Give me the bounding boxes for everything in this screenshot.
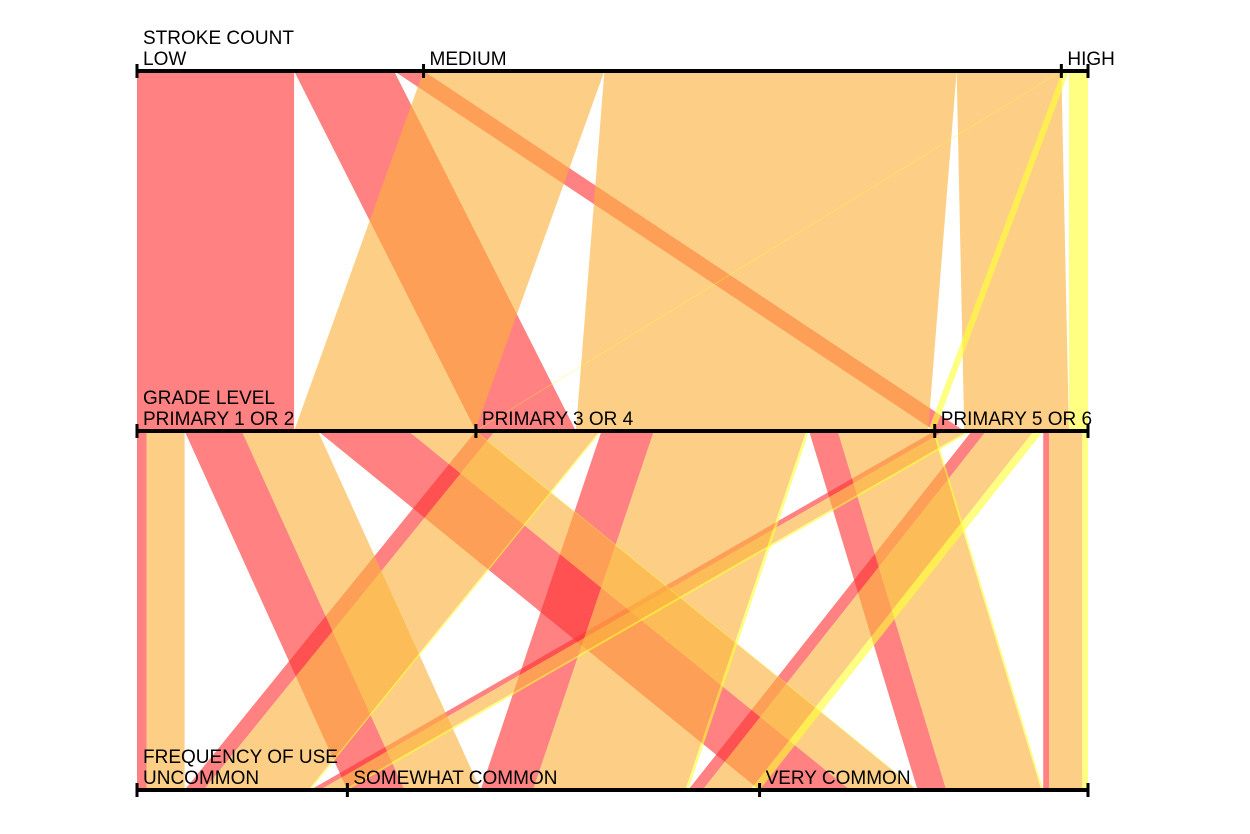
ribbon-high-primary-3-or-4-to-somewhat-common (685, 431, 810, 790)
category-label-low: LOW (143, 49, 186, 70)
ribbon-medium-primary-5-or-6-to-somewhat-common (702, 431, 1034, 790)
ribbon-high-high-to-primary-1-or-2 (474, 71, 1063, 431)
category-label-primary-3-or-4: PRIMARY 3 OR 4 (482, 409, 634, 430)
ribbon-low-low-to-primary-1-or-2 (137, 71, 295, 431)
ribbon-low-primary-5-or-6-to-very-common (1043, 431, 1049, 790)
ribbon-high-primary-1-or-2-to-very-common (474, 431, 918, 790)
category-label-primary-5-or-6: PRIMARY 5 OR 6 (941, 409, 1092, 430)
ribbon-high-primary-5-or-6-to-uncommon (343, 431, 972, 790)
ribbon-medium-primary-3-or-4-to-uncommon (203, 431, 600, 790)
ribbon-low-primary-3-or-4-to-somewhat-common (480, 431, 654, 790)
category-label-high: HIGH (1067, 49, 1115, 70)
ribbon-medium-medium-to-primary-3-or-4 (575, 71, 957, 431)
ribbon-high-primary-3-or-4-to-uncommon (308, 431, 602, 790)
ribbon-high-high-to-primary-3-or-4 (928, 71, 1069, 431)
category-label-somewhat-common: SOMEWHAT COMMON (353, 768, 557, 789)
dimension-title-frequency-of-use: FREQUENCY OF USE (143, 747, 338, 768)
category-label-medium: MEDIUM (430, 49, 507, 70)
ribbon-medium-primary-5-or-6-to-uncommon (319, 431, 969, 790)
ribbon-medium-primary-1-or-2-to-uncommon (146, 431, 185, 790)
ribbon-high-high-to-primary-5-or-6 (1068, 71, 1088, 431)
ribbons-layer (137, 71, 1088, 790)
ribbon-medium-medium-to-primary-1-or-2 (294, 71, 605, 431)
ribbon-high-primary-5-or-6-to-somewhat-common (750, 431, 1044, 790)
category-label-very-common: VERY COMMON (766, 768, 911, 789)
ribbon-medium-primary-5-or-6-to-very-common (1048, 431, 1083, 790)
dimension-title-grade-level: GRADE LEVEL (143, 388, 275, 409)
category-label-primary-1-or-2: PRIMARY 1 OR 2 (143, 409, 294, 430)
ribbon-high-primary-5-or-6-to-very-common (1082, 431, 1088, 790)
ribbon-high-primary-3-or-4-to-very-common (932, 431, 1044, 790)
category-label-uncommon: UNCOMMON (143, 768, 259, 789)
ribbon-low-primary-1-or-2-to-uncommon (137, 431, 147, 790)
dimension-title-stroke-count: STROKE COUNT (143, 28, 294, 49)
ribbon-medium-primary-3-or-4-to-somewhat-common (533, 431, 807, 790)
ribbon-medium-medium-to-primary-5-or-6 (956, 71, 1069, 431)
ribbon-medium-primary-3-or-4-to-very-common (837, 431, 1042, 790)
